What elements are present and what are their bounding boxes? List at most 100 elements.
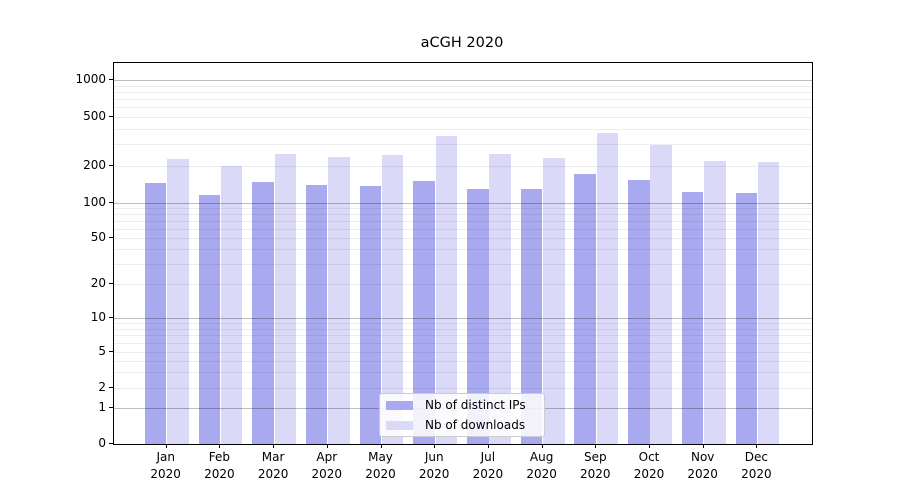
bar-distinct-ips-dec — [735, 192, 757, 444]
x-tick-label-may: May 2020 — [365, 450, 396, 481]
x-tick-mark — [380, 444, 382, 448]
legend-swatch-distinct-ips — [386, 400, 413, 410]
gridline-major — [114, 80, 812, 81]
bar-downloads-dec — [757, 162, 780, 444]
y-tick-mark — [109, 317, 113, 318]
bar-downloads-jun — [435, 136, 458, 444]
gridline-minor — [114, 208, 812, 210]
bar-downloads-oct — [650, 145, 672, 444]
bar-downloads-aug — [543, 157, 565, 444]
gridline-minor — [114, 99, 812, 101]
gridline-minor — [114, 214, 812, 216]
gridline-minor — [114, 166, 812, 167]
y-tick-label: 10 — [90, 310, 106, 324]
gridline-minor — [114, 352, 812, 353]
y-tick-mark — [109, 351, 113, 352]
x-tick-label-apr: Apr 2020 — [311, 450, 343, 481]
gridline-minor — [114, 335, 812, 337]
gridline-major — [114, 203, 812, 204]
bar-downloads-jan — [167, 159, 189, 444]
gridline-minor — [114, 284, 812, 285]
x-tick-mark — [219, 444, 221, 448]
x-tick-mark — [273, 444, 275, 448]
bar-downloads-apr — [328, 156, 350, 444]
x-tick-mark — [541, 444, 543, 448]
bar-downloads-mar — [274, 153, 296, 444]
x-tick-mark — [595, 444, 597, 448]
y-tick-mark — [109, 387, 113, 388]
gridline-major — [114, 318, 812, 319]
y-tick-label: 200 — [83, 158, 106, 172]
bar-downloads-feb — [220, 166, 243, 444]
plot-area — [113, 62, 813, 445]
bar-distinct-ips-apr — [305, 184, 328, 444]
y-tick-label: 1 — [98, 400, 106, 414]
x-tick-label-nov: Nov 2020 — [687, 450, 718, 481]
gridline-minor — [114, 388, 812, 389]
x-tick-mark — [702, 444, 704, 448]
gridline-minor — [114, 85, 812, 87]
gridline-minor — [114, 360, 812, 362]
bar-downloads-may — [381, 155, 404, 444]
y-tick-label: 1000 — [75, 72, 106, 86]
gridline-minor — [114, 117, 812, 118]
bar-downloads-jul — [489, 154, 511, 444]
gridline-minor — [114, 238, 812, 239]
y-tick-mark — [109, 443, 113, 444]
y-tick-mark — [109, 237, 113, 238]
x-tick-label-dec: Dec 2020 — [741, 450, 772, 481]
x-tick-label-jul: Jul 2020 — [472, 450, 504, 481]
legend-label-downloads: Nb of downloads — [425, 417, 526, 432]
x-tick-label-aug: Aug 2020 — [526, 450, 557, 481]
gridline-minor — [114, 91, 812, 93]
bar-distinct-ips-jun — [413, 181, 435, 444]
gridline-minor — [114, 249, 812, 251]
y-tick-mark — [109, 79, 113, 80]
y-tick-label: 2 — [98, 380, 106, 394]
y-tick-mark — [109, 165, 113, 166]
chart-title: aCGH 2020 — [420, 35, 504, 51]
x-tick-mark — [756, 444, 758, 448]
bar-distinct-ips-feb — [198, 194, 220, 444]
x-tick-label-jun: Jun 2020 — [418, 450, 450, 481]
gridline-minor — [114, 107, 812, 109]
x-tick-label-oct: Oct 2020 — [633, 450, 665, 481]
bar-distinct-ips-jan — [144, 183, 167, 444]
bar-distinct-ips-mar — [252, 182, 274, 444]
legend: Nb of distinct IPs Nb of downloads — [379, 393, 545, 437]
gridline-minor — [114, 372, 812, 374]
x-tick-mark — [649, 444, 650, 448]
legend-swatch-downloads — [386, 420, 413, 430]
x-tick-label-feb: Feb 2020 — [204, 450, 235, 481]
y-tick-label: 20 — [90, 276, 106, 290]
bar-distinct-ips-may — [359, 186, 382, 444]
bar-distinct-ips-jul — [467, 189, 489, 444]
gridline-minor — [114, 128, 812, 130]
legend-row-downloads: Nb of downloads — [386, 417, 536, 434]
gridline-minor — [114, 228, 812, 230]
x-tick-label-sep: Sep 2020 — [580, 450, 611, 481]
gridline-minor — [114, 144, 812, 146]
gridline-minor — [114, 263, 812, 265]
y-tick-mark — [109, 116, 113, 117]
y-tick-label: 500 — [83, 109, 106, 123]
gridline-minor — [114, 328, 812, 330]
y-tick-mark — [109, 202, 113, 203]
x-tick-mark — [165, 444, 167, 448]
y-tick-label: 5 — [98, 344, 106, 358]
gridline-minor — [114, 323, 812, 325]
bar-distinct-ips-oct — [628, 179, 650, 444]
legend-row-distinct-ips: Nb of distinct IPs — [386, 397, 536, 414]
legend-label-distinct-ips: Nb of distinct IPs — [425, 397, 526, 412]
y-tick-label: 0 — [98, 436, 106, 450]
gridline-minor — [114, 343, 812, 345]
x-tick-label-mar: Mar 2020 — [257, 450, 289, 481]
bar-distinct-ips-sep — [574, 174, 596, 444]
bar-downloads-sep — [596, 132, 619, 444]
x-tick-mark — [326, 444, 328, 448]
gridline-minor — [114, 221, 812, 222]
bar-distinct-ips-aug — [520, 188, 543, 444]
bar-downloads-nov — [704, 160, 726, 444]
y-tick-mark — [109, 283, 113, 284]
